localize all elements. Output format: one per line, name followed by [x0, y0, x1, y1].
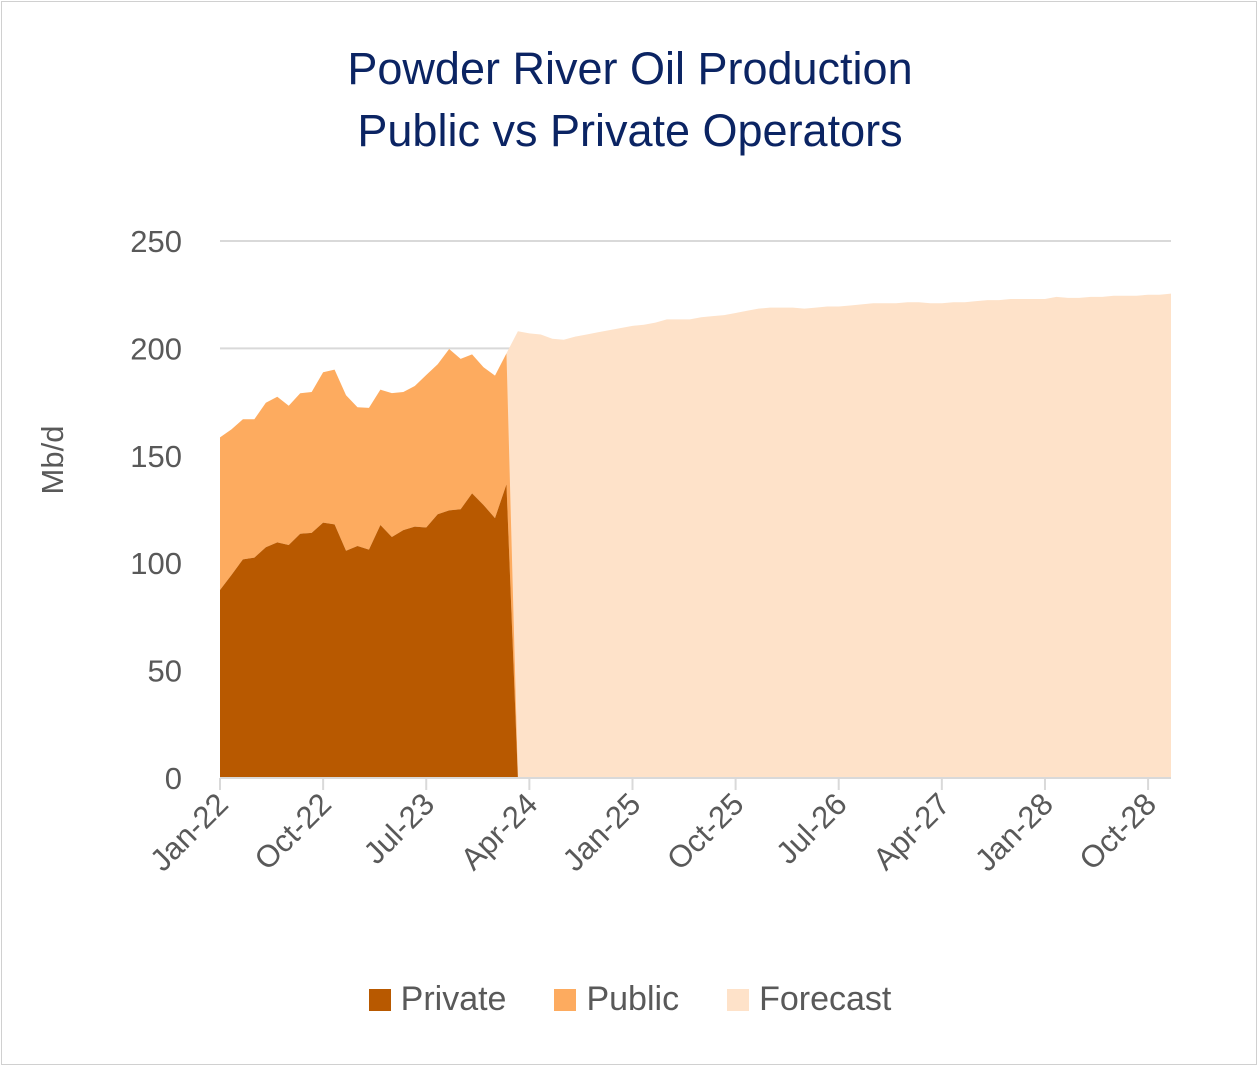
legend-swatch-public — [554, 988, 577, 1011]
y-tick-label: 50 — [148, 654, 182, 689]
x-tick-label: Oct-25 — [660, 786, 751, 877]
area-private — [220, 484, 518, 778]
x-tick-label: Oct-28 — [1073, 786, 1164, 877]
legend-item-public: Public — [554, 980, 679, 1019]
area-public — [220, 349, 518, 778]
area-forecast — [506, 293, 1171, 778]
y-tick-label: 150 — [130, 439, 182, 474]
y-tick-label: 200 — [130, 331, 182, 366]
x-tick-label: Jan-22 — [143, 786, 235, 878]
x-tick-label: Jul-23 — [357, 786, 441, 870]
legend-swatch-forecast — [727, 988, 750, 1011]
x-tick-label: Apr-27 — [866, 786, 957, 877]
legend-swatch-private — [368, 988, 391, 1011]
y-tick-label: 100 — [130, 546, 182, 581]
legend-item-private: Private — [368, 980, 507, 1019]
x-tick-label: Jan-25 — [556, 786, 648, 878]
legend-label-private: Private — [400, 980, 507, 1018]
y-axis-label: Mb/d — [35, 426, 70, 495]
legend-item-forecast: Forecast — [727, 980, 891, 1019]
x-tick-label: Jan-28 — [968, 786, 1060, 878]
x-tick-label: Oct-22 — [248, 786, 339, 877]
y-tick-label: 250 — [130, 224, 182, 259]
x-tick-label: Apr-24 — [454, 786, 545, 877]
x-tick-label: Jul-26 — [769, 786, 853, 870]
legend-label-public: Public — [586, 980, 680, 1018]
legend: Private Public Forecast — [0, 980, 1260, 1019]
y-tick-label: 0 — [165, 761, 182, 796]
chart-title-line-2: Public vs Private Operators — [357, 105, 903, 156]
legend-label-forecast: Forecast — [759, 980, 892, 1018]
chart-title-line-1: Powder River Oil Production — [347, 43, 913, 94]
